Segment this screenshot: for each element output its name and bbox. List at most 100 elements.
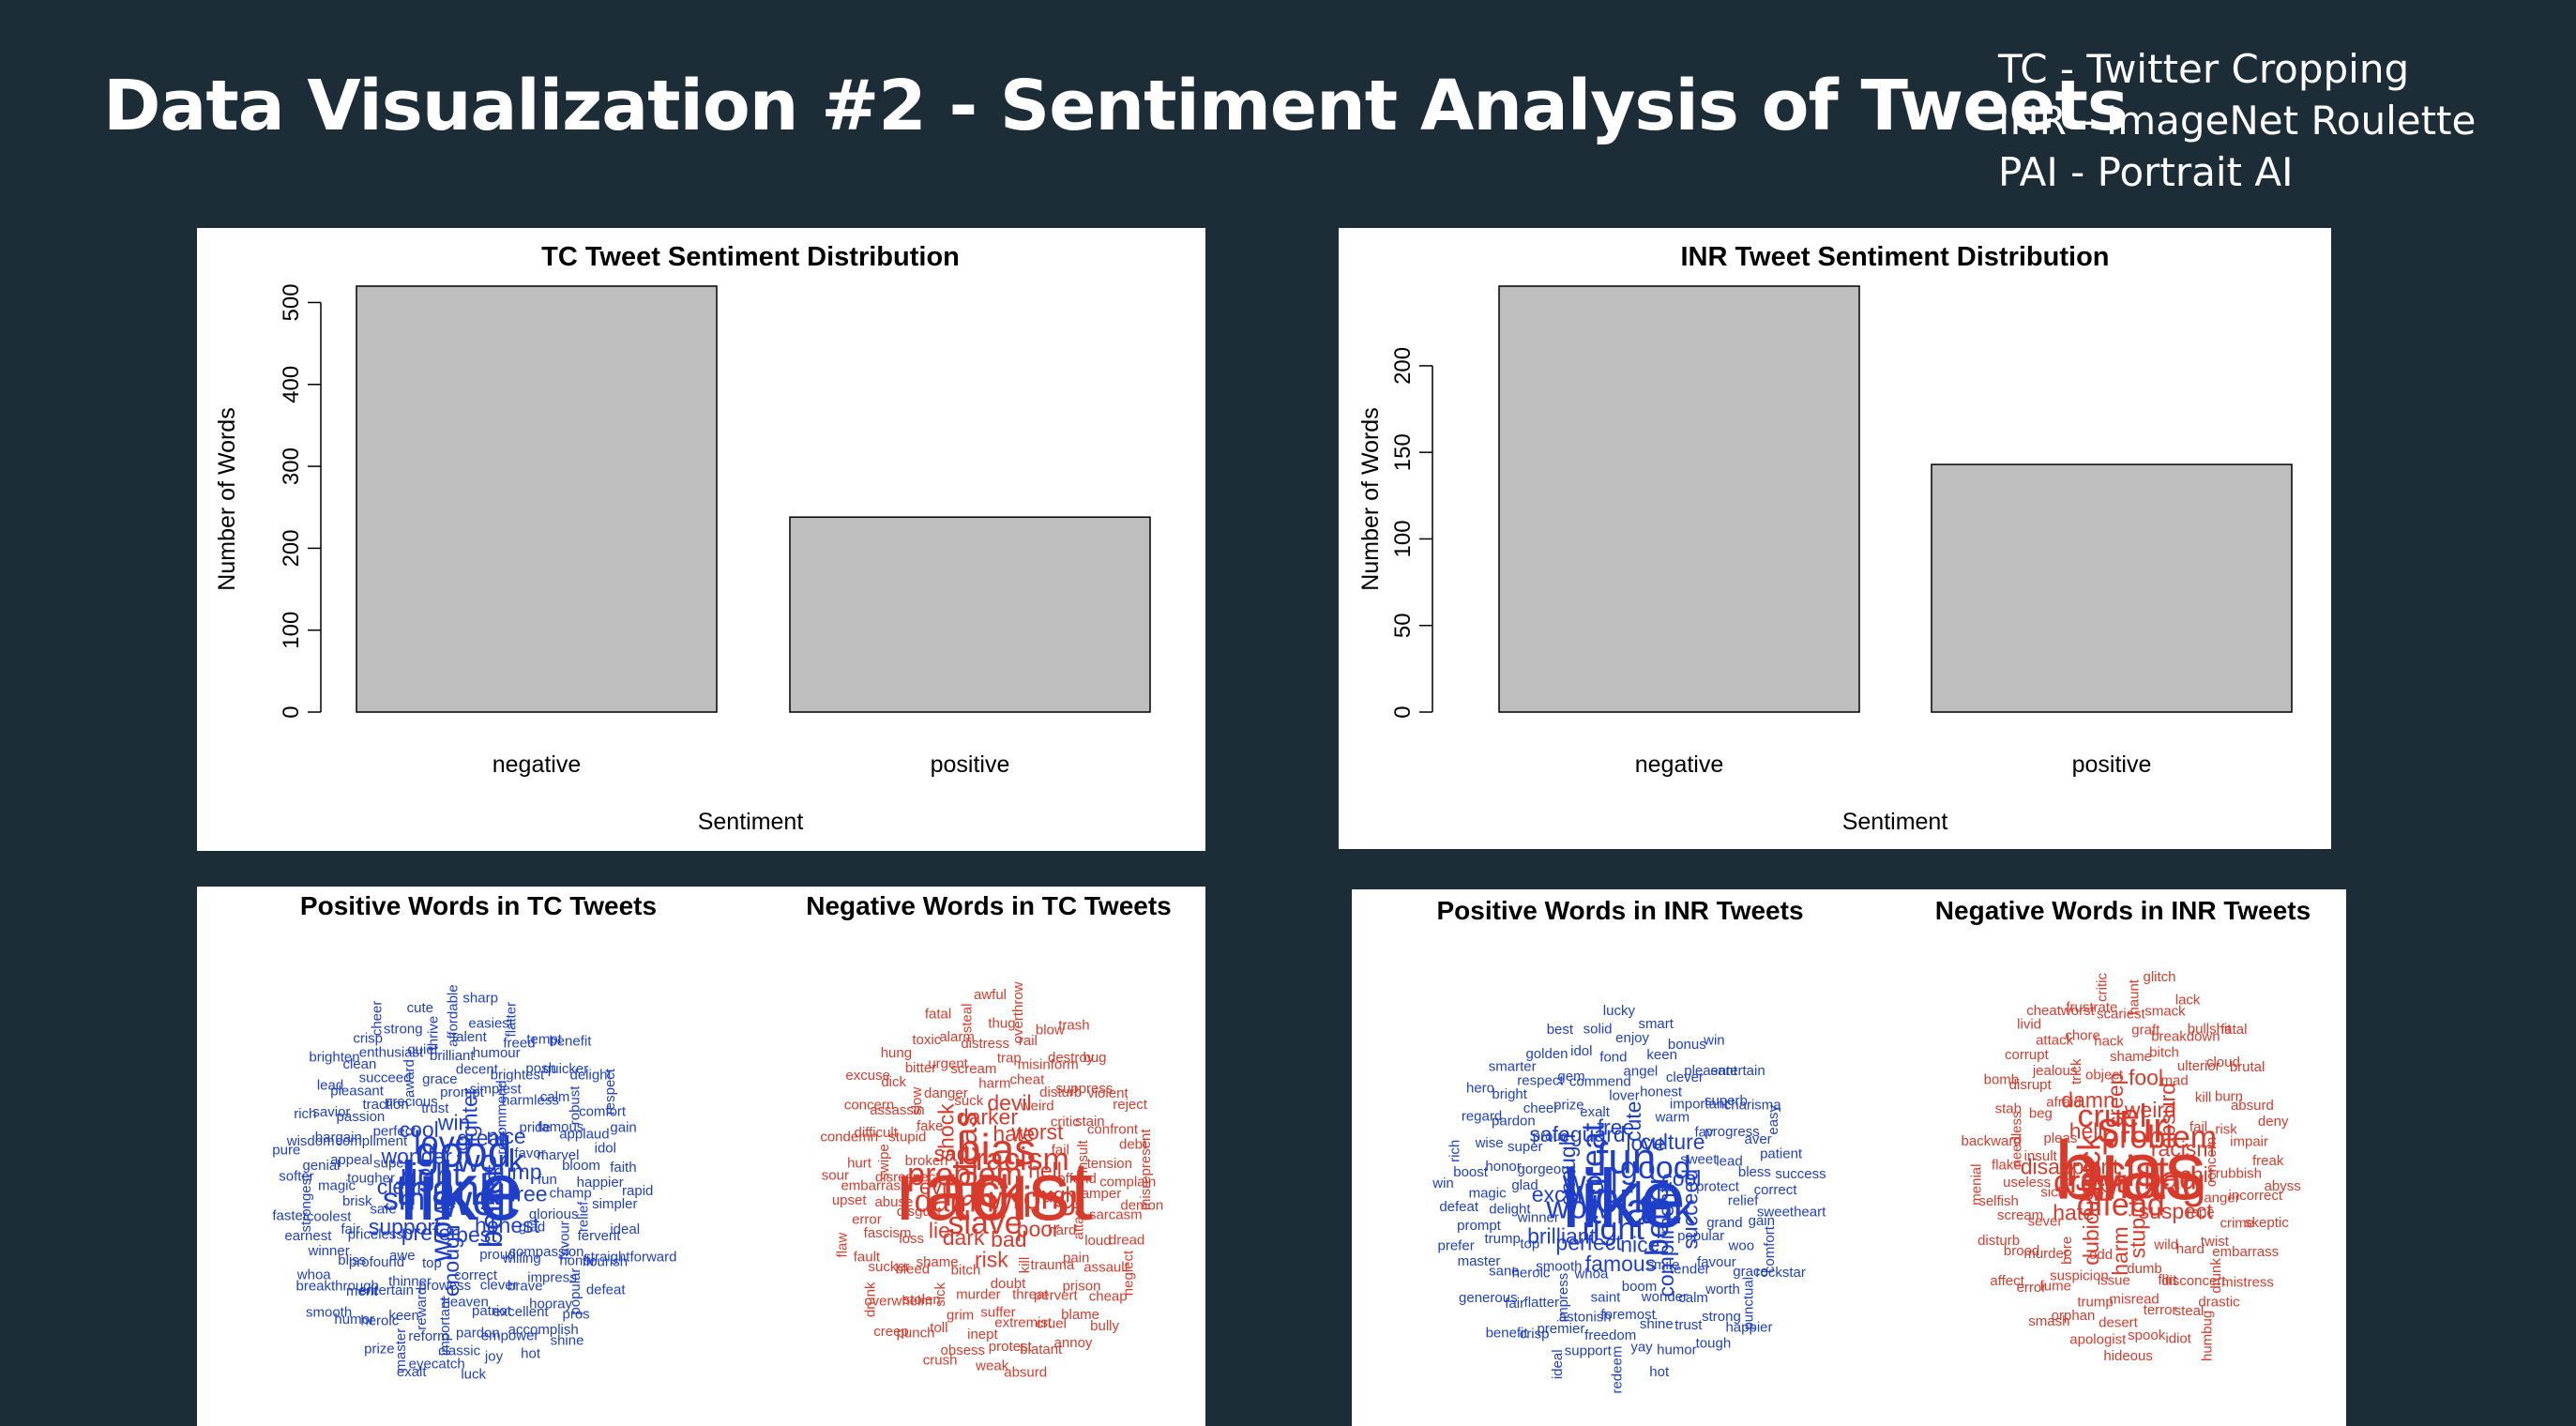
inr-positive-cloud-word: magic	[1469, 1186, 1508, 1202]
tc-x-axis-label: Sentiment	[698, 809, 804, 835]
inr-positive-cloud-word: grand	[1706, 1215, 1742, 1231]
inr-negative-cloud-word: breakdown	[2151, 1029, 2220, 1045]
inr-positive-cloud-word: honest	[1640, 1085, 1683, 1100]
inr-positive-cloud-word: comfort	[1762, 1225, 1778, 1273]
tc-negative-cloud-word: blame	[1061, 1307, 1099, 1323]
tc-negative-cloud-word: doubt	[991, 1276, 1026, 1292]
inr-negative-cloud-word: hell	[2069, 1119, 2103, 1144]
inr-negative-cloud-word: impair	[2230, 1134, 2268, 1150]
inr-positive-cloud-word: grace	[1733, 1264, 1768, 1280]
tc-positive-cloud-word: trust	[421, 1100, 449, 1116]
tc-negative-cloud-word: risk	[975, 1248, 1008, 1272]
inr-positive-cloud-word: proud	[1533, 1129, 1568, 1145]
inr-negative-cloud-word: fail	[2190, 1119, 2207, 1135]
inr-negative-cloud-word: suspect	[2139, 1199, 2214, 1223]
tc-negative-cloud-word: disgust	[897, 1204, 942, 1220]
inr-negative-cloud-word: sick	[2040, 1184, 2065, 1200]
tc-positive-cloud-word: lighter	[458, 1087, 482, 1146]
inr-negative-cloud-word: shame	[2110, 1049, 2152, 1065]
tc-positive-cloud-word: super	[373, 1155, 409, 1171]
inr-positive-cloud-word: cheer	[1523, 1100, 1559, 1116]
legend-line-pai: PAI - Portrait AI	[1998, 149, 2294, 195]
tc-positive-cloud-word: thrive	[426, 1016, 442, 1051]
inr-bar-negative	[1498, 285, 1860, 713]
inr-positive-cloud-word: redeem	[1609, 1346, 1625, 1394]
tc-positive-cloud-word: cute	[407, 1000, 433, 1016]
tc-positive-cloud-word: harmless	[502, 1093, 559, 1109]
tc-negative-cloud-word: creep	[873, 1324, 909, 1340]
tc-negative-cloud-word: toll	[930, 1320, 947, 1336]
tc-positive-cloud-word: coolest	[307, 1209, 352, 1225]
inr-positive-cloud-word: smooth	[1536, 1259, 1582, 1275]
inr-positive-cloud-word: easy	[1765, 1104, 1781, 1134]
tc-positive-cloud-word: faith	[610, 1160, 636, 1176]
inr-positive-cloud-word: work	[1563, 1174, 1656, 1222]
inr-positive-cloud-word: lover	[1609, 1087, 1640, 1103]
inr-positive-cloud-word: fond	[1599, 1050, 1627, 1066]
inr-negative-cloud-word: bullshit	[2188, 1022, 2233, 1038]
tc-negative-cloud-word: trauma	[1031, 1257, 1075, 1273]
tc-y-tick-label: 0	[279, 705, 304, 718]
tc-positive-cloud-word: winner	[308, 1243, 350, 1259]
tc-positive-cloud-word: easiest	[468, 1016, 513, 1032]
tc-negative-cloud-word: dread	[1109, 1233, 1144, 1249]
tc-positive-cloud-word: strong	[384, 1021, 423, 1037]
inr-positive-cloud-word: shine	[1640, 1316, 1674, 1332]
tc-negative-cloud-word: darker	[957, 1105, 1019, 1130]
tc-positive-cloud-word: classic	[438, 1343, 481, 1358]
inr-negative-cloud-word: sever	[2028, 1213, 2063, 1229]
inr-negative-cloud-word: menial	[1968, 1164, 1984, 1206]
tc-positive-cloud-word: empower	[481, 1327, 539, 1343]
tc-positive-cloud-word: strongest	[298, 1174, 314, 1233]
inr-positive-cloud-word: whoa	[1573, 1267, 1609, 1282]
inr-negative-cloud-word: hard	[2176, 1241, 2205, 1257]
inr-positive-cloud-word: prize	[1553, 1098, 1584, 1114]
tc-positive-cloud-word: willing	[502, 1251, 541, 1267]
tc-positive-cloud-word: relief	[575, 1201, 591, 1232]
tc-positive-cloud-word: win	[437, 1111, 471, 1135]
tc-negative-cloud-word: threat	[1012, 1286, 1049, 1302]
tc-positive-cloud-word: popular	[568, 1268, 583, 1315]
inr-positive-cloud-word: safeguard	[1529, 1122, 1625, 1146]
inr-positive-cloud-word: heroic	[1512, 1266, 1551, 1282]
tc-word-clouds: Positive Words in TC Tweets like thank good…	[197, 887, 1205, 1426]
tc-negative-cloud-word: sucker	[869, 1259, 910, 1275]
tc-positive-cloud-word: talent	[452, 1029, 488, 1045]
tc-positive-cloud-word: compassion	[508, 1244, 583, 1260]
inr-negative-cloud-word: bomb	[1984, 1071, 2020, 1087]
tc-positive-cloud-word: quiet	[407, 1042, 438, 1058]
tc-positive-cloud-word: master	[393, 1328, 409, 1372]
tc-positive-cloud-word: simplest	[470, 1081, 523, 1097]
inr-x-axis-label: Sentiment	[1842, 809, 1948, 835]
inr-negative-cloud-word: bore	[2059, 1236, 2075, 1265]
inr-negative-cloud-word: brutal	[2230, 1059, 2265, 1075]
inr-negative-cloud-word: fuck	[2072, 1134, 2108, 1193]
inr-negative-cloud-word: fatal	[2220, 1022, 2247, 1038]
tc-positive-cloud-word: patriot	[472, 1303, 512, 1319]
tc-negative-cloud-word: poor	[1017, 1217, 1060, 1241]
tc-negative-cloud-word: hurt	[847, 1156, 872, 1172]
inr-negative-cloud-word: smash	[2028, 1313, 2069, 1329]
inr-negative-cloud-word: flake	[1992, 1157, 2022, 1173]
inr-positive-cloud-word: fav	[1694, 1125, 1714, 1141]
inr-negative-cloud-word: issue	[2098, 1272, 2130, 1288]
inr-positive-cloud-word: delight	[1489, 1202, 1531, 1218]
tc-positive-cloud-word: brighten	[309, 1050, 359, 1066]
inr-negative-cloud-word: useless	[2003, 1175, 2051, 1191]
tc-negative-cloud-word: problem	[907, 1157, 1023, 1192]
inr-positive-cloud-word: trump	[1485, 1231, 1521, 1247]
tc-negative-cloud-word: suck	[954, 1093, 983, 1109]
inr-negative-cloud-word: disturb	[1977, 1233, 2020, 1249]
inr-positive-cloud-word: ideal	[1550, 1349, 1566, 1379]
inr-positive-cloud-word: excel	[1532, 1182, 1583, 1206]
tc-positive-cloud-word: support	[369, 1214, 441, 1238]
inr-positive-cloud-word: respect	[1517, 1073, 1564, 1089]
tc-negative-cloud-word: extremist	[994, 1315, 1053, 1331]
inr-negative-cloud-word: flirt	[2158, 1272, 2177, 1288]
tc-negative-cloud-word: awful	[974, 987, 1007, 1003]
tc-positive-cloud-word: excellent	[492, 1304, 549, 1320]
inr-positive-cloud-word: hero	[1466, 1080, 1494, 1096]
inr-positive-cloud-word: gem	[1557, 1069, 1584, 1085]
tc-positive-cloud-word: hot	[521, 1345, 541, 1361]
inr-negative-cloud-word: rape	[2187, 1205, 2215, 1221]
